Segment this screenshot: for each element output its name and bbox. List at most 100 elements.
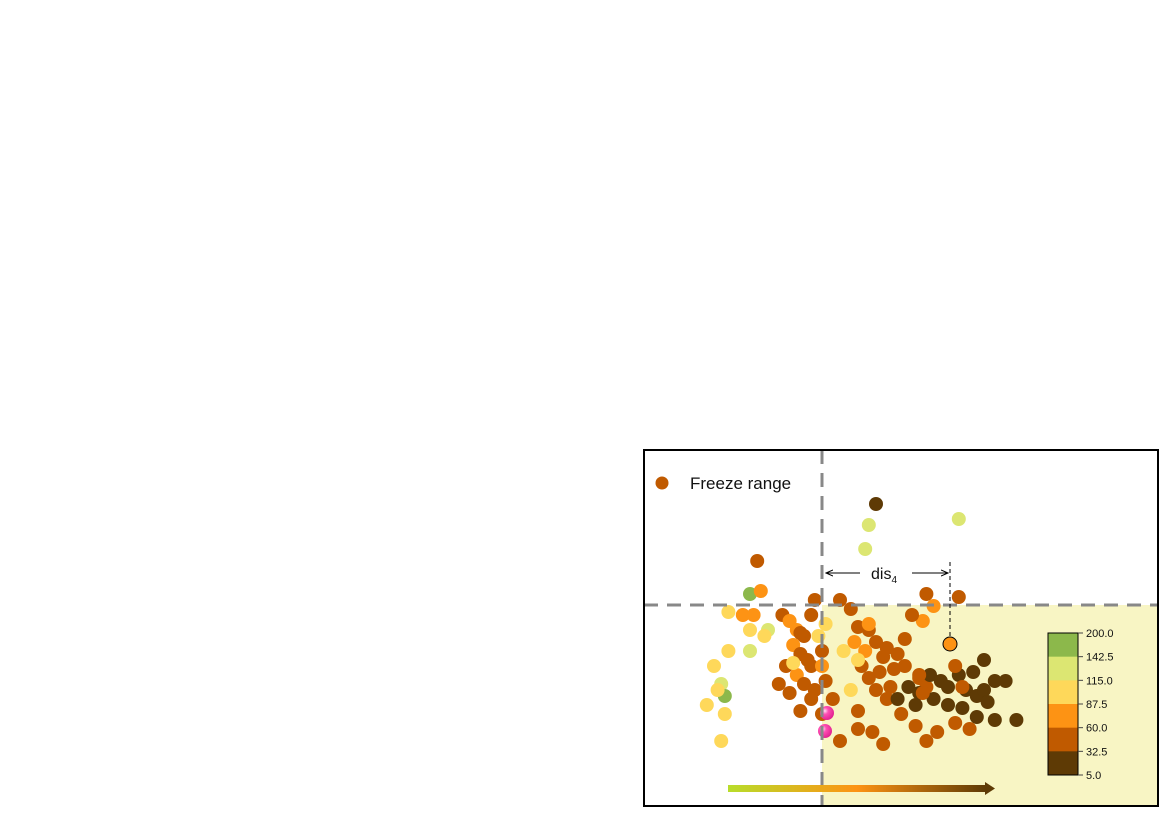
dis4-label: dis4 xyxy=(871,566,897,586)
freeze-point xyxy=(876,737,891,751)
freeze-point xyxy=(717,707,732,721)
freeze-point xyxy=(861,671,876,685)
freeze-point xyxy=(919,734,934,748)
colorbar-freeze-segment xyxy=(1048,680,1078,705)
freeze-point xyxy=(980,695,995,709)
freeze-point xyxy=(786,656,801,670)
freeze-point xyxy=(897,659,912,673)
freeze-point xyxy=(919,587,934,601)
plot-frame xyxy=(643,449,1159,807)
freeze-point xyxy=(890,647,905,661)
freeze-point xyxy=(851,704,865,718)
freeze-point xyxy=(753,584,768,598)
freeze-point xyxy=(872,665,887,679)
freeze-point xyxy=(771,677,786,691)
freeze-point xyxy=(707,659,721,673)
freeze-point xyxy=(926,692,941,706)
colorbar-freeze-tick-label: 115.0 xyxy=(1086,675,1113,687)
freeze-point xyxy=(977,683,991,697)
freeze-point xyxy=(876,650,891,664)
freeze-point xyxy=(807,683,822,697)
freeze-point xyxy=(714,734,729,748)
freeze-point xyxy=(901,680,916,694)
freeze-point xyxy=(908,698,923,712)
colorbar-freeze-segment xyxy=(1048,727,1078,752)
freeze-point xyxy=(908,719,923,733)
freeze-point xyxy=(915,686,930,700)
freeze-point xyxy=(710,683,725,697)
freeze-point xyxy=(887,662,901,676)
freeze-point xyxy=(804,659,819,673)
freeze-point xyxy=(782,686,797,700)
trend-arrow-head xyxy=(985,782,995,795)
colorbar-freeze-segment xyxy=(1048,633,1078,658)
freeze-point xyxy=(861,518,876,532)
freeze-point xyxy=(1009,713,1024,727)
freeze-point xyxy=(804,608,819,622)
freeze-point xyxy=(721,605,736,619)
freeze-point xyxy=(735,608,750,622)
freeze-point xyxy=(998,674,1013,688)
freeze-point xyxy=(879,692,894,706)
freeze-point xyxy=(746,608,761,622)
freeze-point xyxy=(951,512,966,526)
freeze-point xyxy=(699,698,714,712)
legend-freeze-label: Freeze range xyxy=(690,474,791,493)
colorbar-freeze-tick-label: 200.0 xyxy=(1086,628,1114,640)
freeze-point xyxy=(851,722,865,736)
freeze-point xyxy=(793,626,808,640)
freeze-point xyxy=(962,722,977,736)
colorbar-freeze-segment xyxy=(1048,656,1078,681)
colorbar-freeze-tick-label: 87.5 xyxy=(1086,699,1107,711)
freeze-point xyxy=(897,632,912,646)
freeze-point xyxy=(969,710,984,724)
freeze-point xyxy=(869,683,883,697)
freeze-point xyxy=(923,668,937,682)
freeze-point xyxy=(941,698,955,712)
freeze-point xyxy=(743,587,757,601)
highlighted-point xyxy=(818,724,832,738)
freeze-point xyxy=(743,623,757,637)
freeze-point xyxy=(941,680,955,694)
freeze-point xyxy=(865,725,880,739)
freeze-point xyxy=(721,644,736,658)
freeze-point xyxy=(793,704,808,718)
colorbar-freeze-tick-label: 32.5 xyxy=(1086,746,1107,758)
freeze-point xyxy=(851,653,865,667)
freeze-point xyxy=(851,620,865,634)
freeze-point xyxy=(951,590,966,604)
freeze-point xyxy=(905,608,919,622)
freeze-point xyxy=(743,644,757,658)
freeze-point-selected xyxy=(942,636,958,652)
freeze-point xyxy=(912,668,927,682)
freeze-point xyxy=(833,734,847,748)
freeze-point xyxy=(836,644,851,658)
legend-freeze-marker xyxy=(655,476,669,490)
freeze-point xyxy=(948,659,963,673)
freeze-point xyxy=(861,617,876,631)
colorbar-freeze-segment xyxy=(1048,704,1078,729)
colorbar-freeze-tick-label: 142.5 xyxy=(1086,652,1114,664)
freeze-point xyxy=(915,614,930,628)
colorbar-freeze-tick-label: 5.0 xyxy=(1086,770,1101,782)
freeze-point xyxy=(797,677,811,691)
colorbar-freeze-tick-label: 60.0 xyxy=(1086,723,1107,735)
freeze-point xyxy=(930,725,945,739)
freeze-point xyxy=(825,692,840,706)
colorbar-freeze-segment xyxy=(1048,751,1078,776)
freeze-point xyxy=(869,635,883,649)
freeze-point xyxy=(757,629,772,643)
freeze-point xyxy=(894,707,909,721)
freeze-point xyxy=(847,635,862,649)
freeze-point xyxy=(843,683,858,697)
freeze-point xyxy=(750,554,765,568)
trend-arrow xyxy=(728,785,986,792)
freeze-point xyxy=(890,692,905,706)
freeze-point xyxy=(987,674,1002,688)
freeze-point xyxy=(987,713,1002,727)
freeze-point xyxy=(948,716,963,730)
freeze-point xyxy=(955,680,970,694)
colorbar-freeze: 200.0 142.5 115.0 87.5 60.0 32.5 5.0 xyxy=(1047,628,1114,782)
freeze-point xyxy=(966,665,981,679)
